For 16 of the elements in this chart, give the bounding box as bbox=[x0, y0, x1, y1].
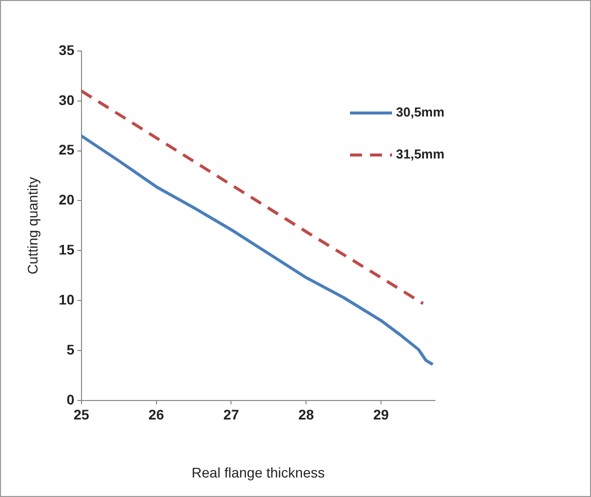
x-axis-title: Real flange thickness bbox=[192, 464, 325, 480]
y-axis-title: Cutting quantity bbox=[24, 177, 40, 274]
y-tick-label: 15 bbox=[58, 242, 75, 258]
legend-label: 30,5mm bbox=[396, 104, 444, 120]
x-tick-label: 27 bbox=[223, 406, 240, 423]
x-tick-label: 26 bbox=[148, 406, 164, 423]
y-tick-label: 0 bbox=[66, 391, 75, 408]
legend-label: 31,5mm bbox=[396, 146, 444, 162]
y-tick-label: 20 bbox=[58, 192, 75, 208]
y-tick-label: 25 bbox=[58, 142, 75, 158]
y-tick-label: 35 bbox=[58, 42, 75, 58]
x-tick-label: 28 bbox=[298, 406, 314, 423]
x-tick-label: 29 bbox=[373, 406, 390, 423]
y-tick-label: 30 bbox=[58, 92, 75, 108]
y-tick-label: 10 bbox=[58, 291, 75, 308]
y-tick-label: 5 bbox=[66, 341, 75, 358]
